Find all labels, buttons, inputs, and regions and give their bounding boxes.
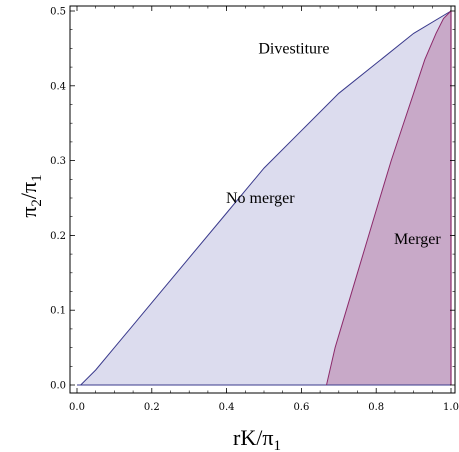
x-tick-label: 1.0 [443,402,459,413]
divestiture-boundary-line [77,10,452,386]
y-axis-title-mid: /π [16,182,41,199]
y-tick-label: 0.4 [50,81,66,92]
y-axis-title-sub2: 1 [29,174,45,182]
y-tick-label: 0.0 [50,381,66,392]
region-label-divestiture: Divestiture [258,40,329,57]
x-axis-title-main: rK/π [233,425,273,450]
y-axis-title-pi: π [16,207,41,218]
y-axis-title: π2/π1 [16,174,45,217]
plot-frame [69,5,456,394]
y-axis-title-sub1: 2 [29,199,45,207]
x-tick-label: 0.0 [69,402,85,413]
y-tick-label: 0.5 [50,7,66,18]
region-label-no-merger: No merger [226,190,295,207]
x-tick-label: 0.4 [219,402,235,413]
regions [77,10,452,386]
y-tick-label: 0.3 [50,156,66,167]
x-axis-title-sub: 1 [273,438,281,452]
merger-region [326,11,451,385]
y-tick-label: 0.2 [50,231,66,242]
x-axis-title: rK/π1 [233,425,281,452]
merger-boundary-line [326,10,452,386]
region-labels: Divestiture No merger Merger [226,40,441,248]
x-tick-label: 0.8 [368,402,384,413]
x-tick-label: 0.6 [293,402,309,413]
y-tick-label: 0.1 [50,306,66,317]
region-label-merger: Merger [394,231,441,248]
ticks: 0.0 0.2 0.4 0.6 0.8 1.0 0.0 0.1 0.2 0.3 0.4 0.5 [50,6,459,413]
x-tick-label: 0.2 [144,402,160,413]
